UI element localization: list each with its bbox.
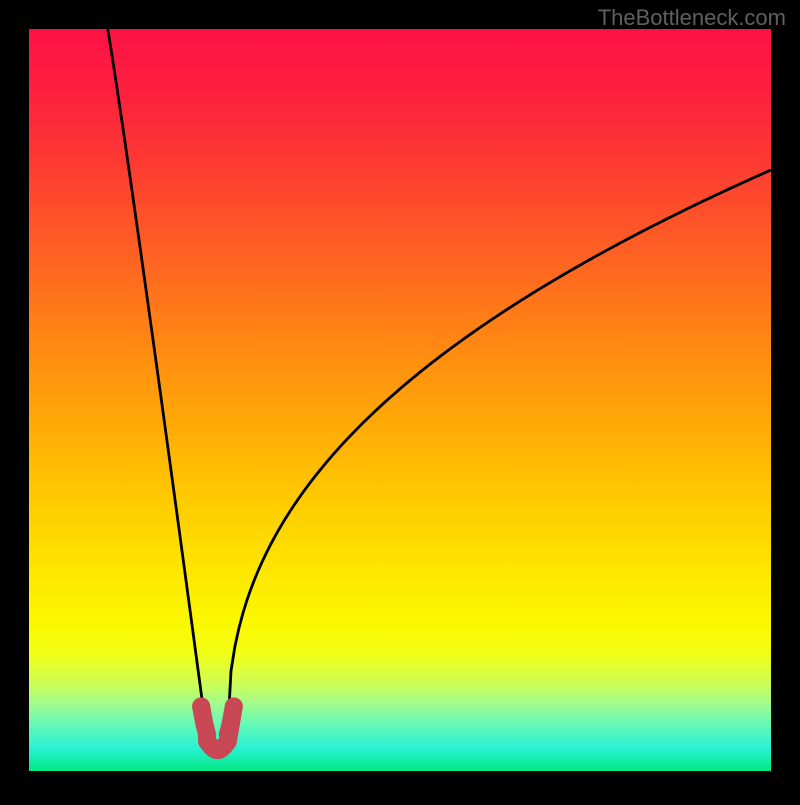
chart-container [0, 0, 800, 800]
valley-marker-dot [225, 697, 243, 715]
valley-marker-dot [192, 697, 210, 715]
attribution-text: TheBottleneck.com [598, 5, 786, 31]
plot-area [29, 29, 771, 771]
bottleneck-chart [0, 0, 800, 800]
